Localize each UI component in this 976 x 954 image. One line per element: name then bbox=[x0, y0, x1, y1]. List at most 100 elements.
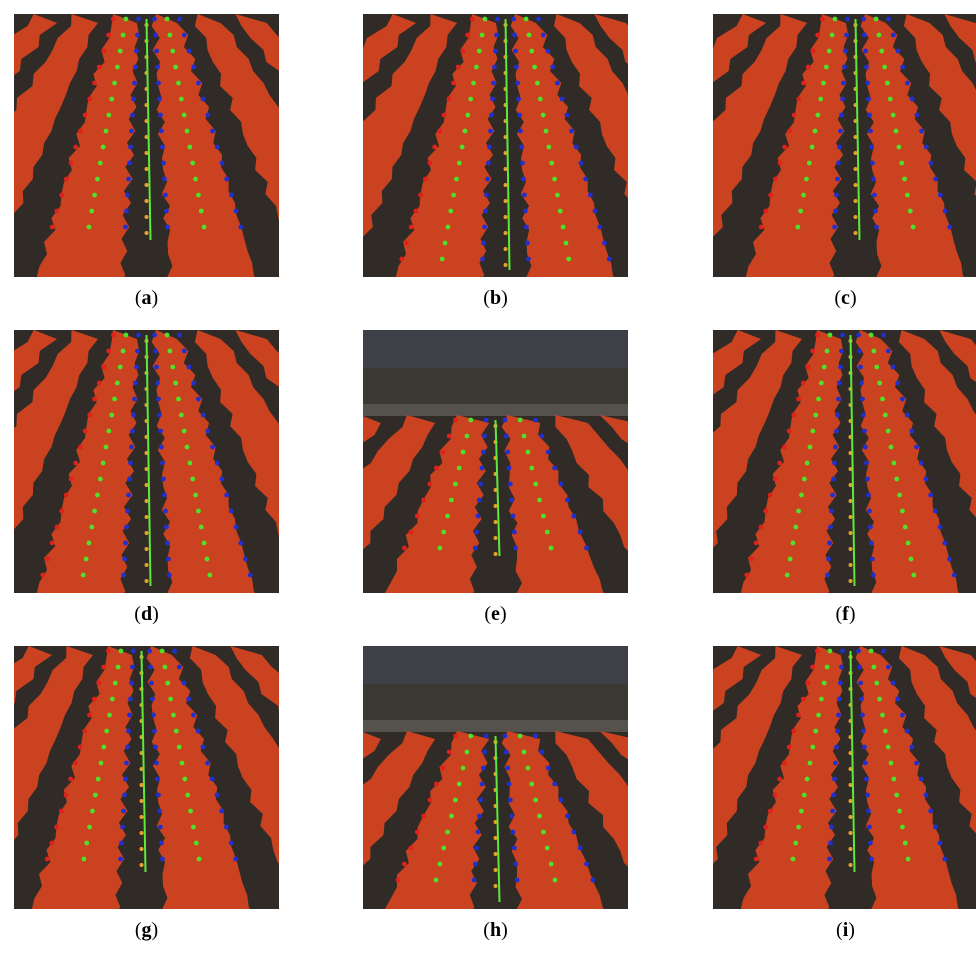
edge-point bbox=[160, 461, 165, 466]
center-point bbox=[802, 793, 807, 798]
center-point bbox=[553, 878, 558, 883]
edge-point bbox=[484, 193, 489, 198]
edge-point bbox=[938, 193, 943, 198]
center-point bbox=[908, 209, 913, 214]
edge-point bbox=[856, 649, 861, 654]
mid-point bbox=[854, 199, 858, 203]
edge-point bbox=[127, 713, 132, 718]
edge-point bbox=[564, 113, 569, 118]
center-point bbox=[566, 257, 571, 262]
center-point bbox=[193, 493, 198, 498]
edge-point bbox=[157, 809, 162, 814]
center-point bbox=[449, 498, 454, 503]
center-point bbox=[802, 477, 807, 482]
center-point bbox=[796, 225, 801, 230]
edge-point bbox=[131, 413, 136, 418]
edge-point bbox=[78, 745, 83, 750]
edge-point bbox=[836, 397, 841, 402]
center-point bbox=[107, 713, 112, 718]
center-point bbox=[526, 766, 531, 771]
edge-point bbox=[163, 509, 168, 514]
center-point bbox=[197, 857, 202, 862]
center-point bbox=[869, 649, 874, 654]
center-point bbox=[99, 761, 104, 766]
center-point bbox=[883, 729, 888, 734]
edge-point bbox=[517, 113, 522, 118]
edge-point bbox=[161, 477, 166, 482]
edge-point bbox=[871, 573, 876, 578]
edge-point bbox=[810, 665, 815, 670]
edge-point bbox=[827, 857, 832, 862]
edge-point bbox=[64, 177, 69, 182]
edge-point bbox=[777, 461, 782, 466]
edge-point bbox=[837, 145, 842, 150]
edge-point bbox=[861, 729, 866, 734]
edge-point bbox=[891, 365, 896, 370]
edge-point bbox=[863, 445, 868, 450]
center-point bbox=[179, 97, 184, 102]
edge-point bbox=[153, 33, 158, 38]
edge-point bbox=[796, 97, 801, 102]
mid-point bbox=[145, 199, 149, 203]
mid-point bbox=[849, 863, 853, 867]
edge-point bbox=[191, 65, 196, 70]
center-point bbox=[549, 862, 554, 867]
edge-point bbox=[900, 397, 905, 402]
edge-point bbox=[122, 793, 127, 798]
center-point bbox=[451, 193, 456, 198]
edge-point bbox=[186, 697, 191, 702]
center-point bbox=[529, 782, 534, 787]
center-point bbox=[116, 665, 121, 670]
edge-point bbox=[796, 397, 801, 402]
edge-point bbox=[857, 665, 862, 670]
edge-point bbox=[461, 49, 466, 54]
edge-point bbox=[421, 498, 426, 503]
center-point bbox=[468, 97, 473, 102]
edge-point bbox=[845, 17, 850, 22]
edge-point bbox=[825, 573, 830, 578]
edge-point bbox=[152, 729, 157, 734]
edge-point bbox=[869, 541, 874, 546]
center-point bbox=[163, 665, 168, 670]
mid-point bbox=[145, 215, 149, 219]
center-point bbox=[468, 418, 473, 423]
center-point bbox=[533, 798, 538, 803]
edge-point bbox=[396, 878, 401, 883]
center-point bbox=[799, 809, 804, 814]
center-point bbox=[538, 97, 543, 102]
edge-point bbox=[869, 145, 874, 150]
center-point bbox=[822, 681, 827, 686]
center-point bbox=[441, 846, 446, 851]
center-point bbox=[805, 777, 810, 782]
edge-point bbox=[602, 241, 607, 246]
center-point bbox=[182, 429, 187, 434]
edge-point bbox=[867, 509, 872, 514]
edge-point bbox=[525, 241, 530, 246]
edge-point bbox=[763, 825, 768, 830]
edge-point bbox=[125, 509, 130, 514]
edge-point bbox=[123, 777, 128, 782]
mid-point bbox=[494, 552, 498, 556]
edge-point bbox=[437, 129, 442, 134]
center-point bbox=[199, 525, 204, 530]
edge-point bbox=[423, 177, 428, 182]
center-point bbox=[882, 65, 887, 70]
edge-point bbox=[565, 814, 570, 819]
edge-point bbox=[512, 33, 517, 38]
edge-point bbox=[456, 65, 461, 70]
edge-point bbox=[886, 665, 891, 670]
center-point bbox=[564, 241, 569, 246]
center-point bbox=[168, 33, 173, 38]
edge-point bbox=[130, 665, 135, 670]
mid-point bbox=[145, 183, 149, 187]
mid-point bbox=[145, 515, 149, 519]
center-point bbox=[541, 514, 546, 519]
edge-point bbox=[164, 209, 169, 214]
edge-point bbox=[546, 450, 551, 455]
center-point bbox=[805, 461, 810, 466]
center-point bbox=[171, 713, 176, 718]
edge-point bbox=[150, 697, 155, 702]
edge-point bbox=[862, 429, 867, 434]
center-point bbox=[902, 177, 907, 182]
edge-point bbox=[865, 81, 870, 86]
